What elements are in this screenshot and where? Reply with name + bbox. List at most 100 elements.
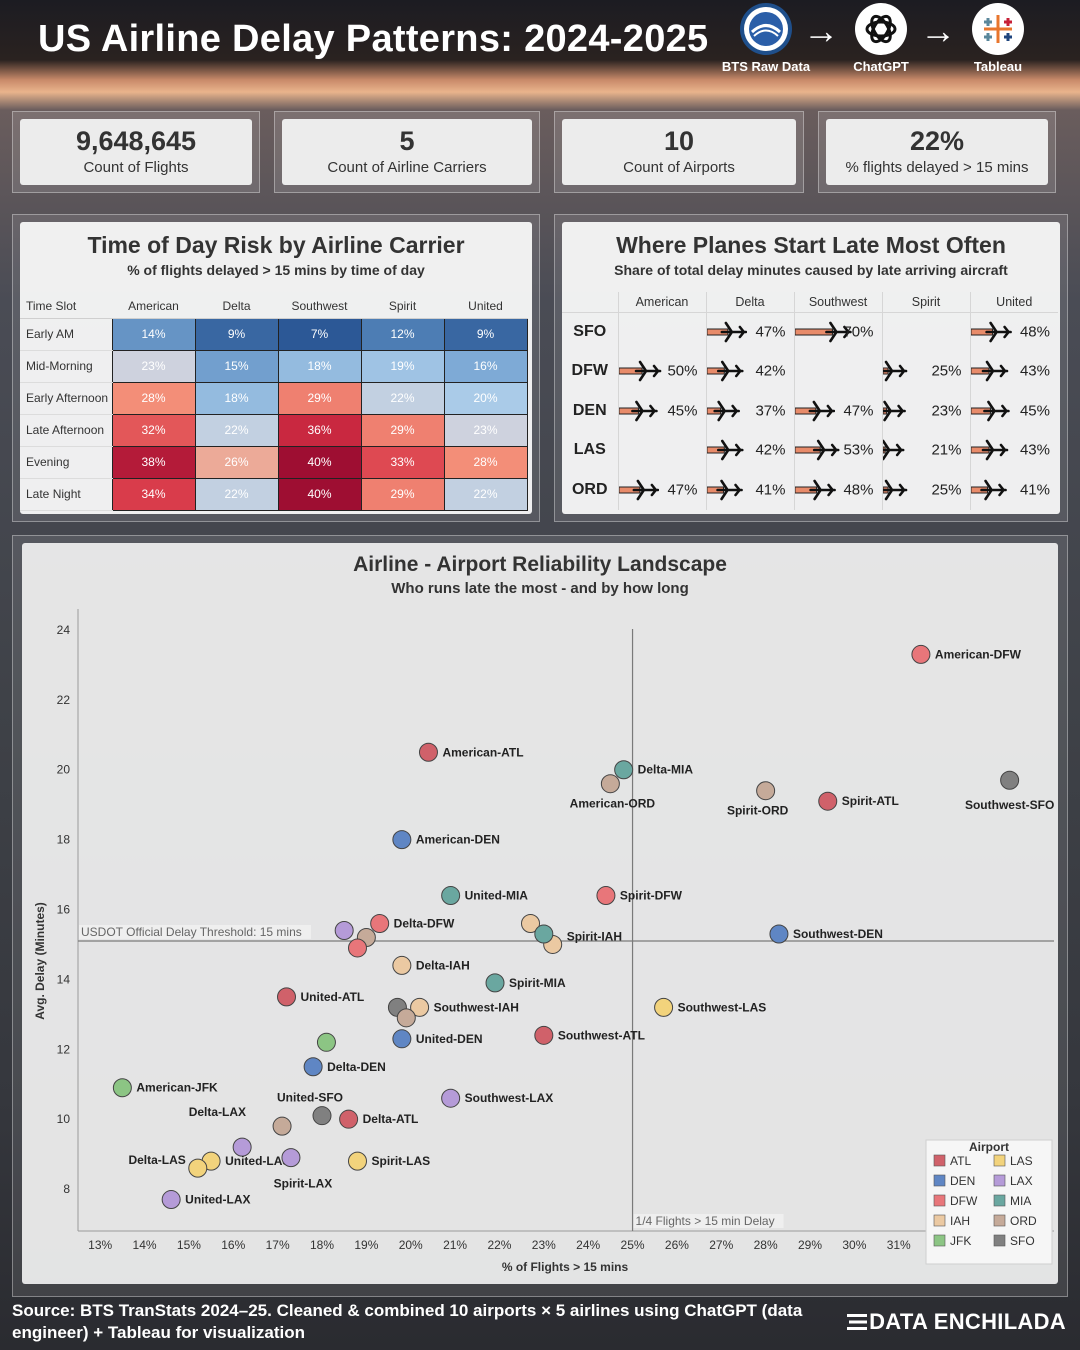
y-tick-label: 18 xyxy=(57,833,71,847)
x-tick-label: 23% xyxy=(532,1238,556,1252)
time-of-day-title: Time of Day Risk by Airline Carrier xyxy=(87,232,465,258)
late-cell: 37% xyxy=(705,391,794,431)
late-cell: 50% xyxy=(617,351,706,391)
legend-swatch xyxy=(933,1194,946,1207)
point-label: Southwest-LAS xyxy=(678,1000,767,1014)
point-label: United-LAS xyxy=(225,1154,290,1168)
source-note: Source: BTS TranStats 2024–25. Cleaned &… xyxy=(12,1301,803,1342)
airport-label: LAS xyxy=(573,441,606,459)
point-label: American-DFW xyxy=(935,647,1022,661)
scatter-point xyxy=(769,924,789,944)
scatter-point xyxy=(614,760,634,780)
kpi-label: Count of Airports xyxy=(623,159,735,176)
late-pct: 47% xyxy=(755,323,786,341)
late-pct: 45% xyxy=(667,402,698,420)
legend-label: DFW xyxy=(950,1194,978,1208)
scatter-point xyxy=(312,1106,332,1126)
carrier-header: Southwest xyxy=(793,292,882,313)
airport-label: SFO xyxy=(573,323,607,340)
late-pct: 50% xyxy=(667,362,698,380)
scatter-point xyxy=(161,1190,181,1210)
y-tick-label: 8 xyxy=(63,1182,70,1196)
bts-logo: BTS Raw Data xyxy=(712,3,820,75)
x-tick-label: 20% xyxy=(399,1238,423,1252)
legend-label: SFO xyxy=(1010,1234,1035,1248)
scatter-point xyxy=(396,1008,416,1028)
heatmap-cell: 34% xyxy=(111,477,196,511)
plane-bar xyxy=(706,479,743,501)
chatgpt-logo: ChatGPT xyxy=(832,3,930,75)
point-label: Delta-LAX xyxy=(189,1105,246,1119)
chatgpt-knot-icon xyxy=(865,14,897,44)
y-tick-label: 14 xyxy=(57,972,71,986)
late-pct: 42% xyxy=(755,441,786,459)
heatmap-cell: 29% xyxy=(360,413,445,447)
heatmap-cell: 26% xyxy=(194,445,279,479)
kpi-label: Count of Airline Carriers xyxy=(327,159,487,176)
x-tick-label: 21% xyxy=(443,1238,467,1252)
late-aircraft-title: Where Planes Start Late Most Often xyxy=(616,232,1006,258)
heatmap-cell: 22% xyxy=(194,413,279,447)
legend-label: LAX xyxy=(1010,1174,1033,1188)
kpi-carriers: 5 Count of Airline Carriers xyxy=(274,111,540,193)
y-tick-label: 22 xyxy=(57,693,71,707)
plane-bar xyxy=(970,439,1008,461)
late-aircraft-subtitle: Share of total delay minutes caused by l… xyxy=(614,262,1008,278)
plane-bar xyxy=(794,479,836,501)
late-pct: 47% xyxy=(843,402,874,420)
heatmap-row: Early AM 14% 9% 7% 12% 9% xyxy=(20,317,528,351)
late-cell: 42% xyxy=(705,351,794,391)
airport-label: DFW xyxy=(571,362,608,380)
carrier-header: Spirit xyxy=(361,294,444,319)
late-cell: 21% xyxy=(881,430,970,470)
late-cell: 48% xyxy=(793,470,882,510)
y-tick-label: 20 xyxy=(57,763,71,777)
late-aircraft-frame: Where Planes Start Late Most Often Share… xyxy=(554,214,1068,522)
point-label: Southwest-LAX xyxy=(465,1091,554,1105)
scatter-point xyxy=(441,886,461,906)
heatmap-row: Late Afternoon 32% 22% 36% 29% 23% xyxy=(20,413,528,447)
late-cell: 43% xyxy=(969,351,1058,391)
point-label: Southwest-SFO xyxy=(965,798,1054,812)
late-cell: 25% xyxy=(881,351,970,391)
scatter-point xyxy=(596,886,616,906)
legend-swatch xyxy=(933,1214,946,1227)
point-label: Delta-ATL xyxy=(363,1112,419,1126)
heatmap-cell: 22% xyxy=(443,477,528,511)
flow-arrow-icon: → xyxy=(803,10,839,51)
legend-swatch xyxy=(993,1154,1006,1167)
scatter-title: Airline - Airport Reliability Landscape xyxy=(353,553,727,576)
time-slot-label: Late Night xyxy=(20,478,112,511)
late-pct: 21% xyxy=(931,441,962,459)
heatmap-row: Mid-Morning 23% 15% 18% 19% 16% xyxy=(20,349,528,383)
late-cell: 43% xyxy=(969,430,1058,470)
kpi-delayed: 22% % flights delayed > 15 mins xyxy=(818,111,1056,193)
legend-label: ATL xyxy=(950,1154,971,1168)
scatter-point xyxy=(521,913,541,933)
scatter-point xyxy=(392,830,412,850)
late-pct: 23% xyxy=(931,402,962,420)
tableau-cross-icon xyxy=(984,15,1012,43)
time-of-day-heatmap: Time Slot American Delta Southwest Spiri… xyxy=(20,294,528,511)
legend-swatch xyxy=(993,1214,1006,1227)
scatter-point xyxy=(112,1078,132,1098)
x-tick-label: 29% xyxy=(798,1238,822,1252)
time-slot-label: Early AM xyxy=(20,318,112,351)
heatmap-cell: 23% xyxy=(443,413,528,447)
x-tick-label: 15% xyxy=(177,1238,201,1252)
late-pct: 48% xyxy=(843,481,874,499)
late-pct: 25% xyxy=(931,362,962,380)
late-row: LAS 42% 53% 21% 43% xyxy=(562,430,1058,470)
x-tick-label: 27% xyxy=(709,1238,733,1252)
scatter-frame: Airline - Airport Reliability Landscape … xyxy=(12,535,1068,1297)
scatter-plot: 13% 14% 15% 16% 17% 18% 19% 20% 21% 22% 23% 24% 25% 2… xyxy=(33,609,1054,1274)
point-label: Spirit-IAH xyxy=(567,929,622,943)
heatmap-cell: 28% xyxy=(443,445,528,479)
point-label: United-MIA xyxy=(465,889,529,903)
airport-header-blank xyxy=(562,292,618,313)
kpi-label: Count of Flights xyxy=(83,159,189,176)
x-tick-label: 28% xyxy=(754,1238,778,1252)
legend-swatch xyxy=(993,1174,1006,1187)
heatmap-row: Late Night 34% 22% 40% 29% 22% xyxy=(20,477,528,511)
time-slot-label: Early Afternoon xyxy=(20,382,112,415)
